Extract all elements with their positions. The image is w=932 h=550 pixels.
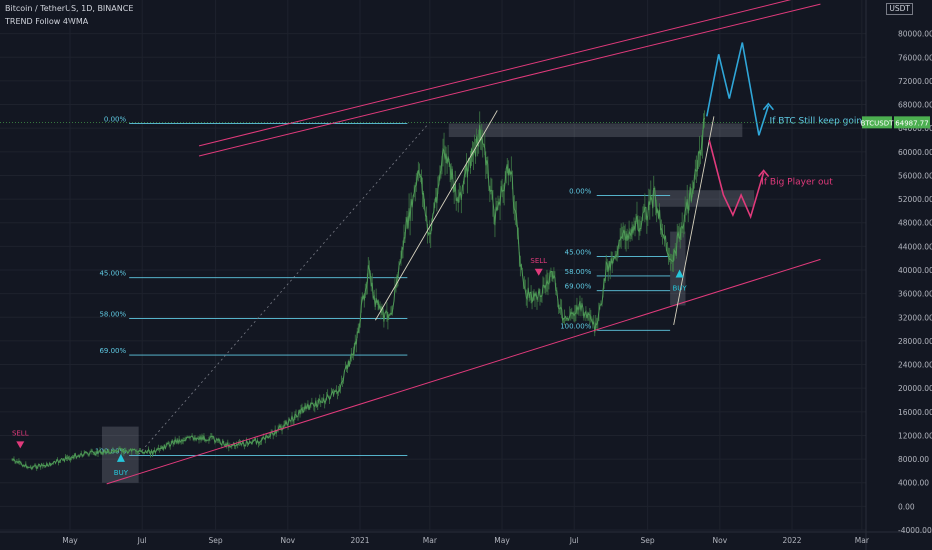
fib-level-label: 100.00% — [560, 322, 591, 330]
bear-projection — [708, 139, 765, 220]
buy-label: BUY — [672, 285, 687, 293]
highlight-box — [101, 426, 139, 483]
symbol-tag-bg — [862, 116, 892, 129]
buy-marker — [116, 453, 125, 462]
price-line — [11, 117, 705, 470]
fib-level-label: 45.00% — [565, 248, 592, 256]
y-tick-label: 64000.00 — [898, 124, 932, 133]
x-tick-label: 2021 — [350, 536, 369, 545]
y-tick-label: 76000.00 — [898, 53, 932, 62]
y-tick-label: 36000.00 — [898, 290, 932, 299]
x-tick-label: Jul — [569, 536, 579, 545]
x-tick-label: Nov — [713, 536, 728, 545]
sell-marker — [534, 268, 543, 276]
highlight-boxes — [101, 123, 755, 483]
buy-label: BUY — [114, 469, 129, 477]
fib-level-label: 0.00% — [569, 188, 592, 196]
highlight-box — [652, 190, 755, 207]
sell-marker — [16, 441, 25, 449]
bull-projection — [706, 42, 770, 136]
channel-line — [198, 3, 821, 157]
x-tick-label: 2022 — [782, 536, 801, 545]
highlight-box — [448, 123, 743, 138]
y-tick-label: 48000.00 — [898, 219, 932, 228]
channel-line — [106, 258, 821, 485]
y-tick-label: 16000.00 — [898, 408, 932, 417]
y-tick-label: 52000.00 — [898, 195, 932, 204]
fib-level-label: 45.00% — [99, 270, 126, 278]
price-tag-bg — [894, 116, 930, 129]
fib-level-label: 58.00% — [565, 268, 592, 276]
fibonacci-levels: 0.00% 45.00% 58.00% 69.00% 100.00% 0.00% 45.00… — [95, 115, 671, 456]
fib-level-label: 58.00% — [99, 310, 126, 318]
x-tick-label: Nov — [280, 536, 295, 545]
y-tick-label: -4000.00 — [898, 526, 932, 535]
y-tick-label: 8000.00 — [898, 455, 929, 464]
x-tick-label: Jul — [137, 536, 147, 545]
fib-level-label: 100.00% — [95, 448, 126, 456]
y-tick-label: 80000.00 — [898, 30, 932, 39]
y-tick-label: 12000.00 — [898, 431, 932, 440]
projection-arrowhead — [758, 169, 770, 178]
trend-lines — [106, 0, 821, 485]
trend-line — [673, 116, 715, 326]
y-tick-label: 68000.00 — [898, 101, 932, 110]
y-tick-label: 28000.00 — [898, 337, 932, 346]
y-tick-label: 0.00 — [898, 502, 915, 511]
y-tick-label: 60000.00 — [898, 148, 932, 157]
y-tick-label: 4000.00 — [898, 479, 929, 488]
y-tick-label: 72000.00 — [898, 77, 932, 86]
price-tag: 64987.77 — [895, 119, 928, 127]
fib-level-label: 0.00% — [104, 115, 127, 123]
projection-paths: If BTC Still keep going If Big Player out — [706, 42, 868, 220]
y-tick-label: 20000.00 — [898, 384, 932, 393]
x-tick-label: May — [494, 536, 510, 545]
sell-label: SELL — [12, 429, 29, 437]
y-tick-label: 32000.00 — [898, 313, 932, 322]
x-tick-label: May — [62, 536, 78, 545]
y-tick-label: 44000.00 — [898, 242, 932, 251]
trend-line — [374, 110, 498, 321]
x-tick-label: Sep — [641, 536, 655, 545]
signal-markers: SELL BUY SELL BUY — [12, 257, 687, 477]
x-tick-label: Sep — [209, 536, 223, 545]
currency-badge[interactable]: USDT — [886, 3, 913, 15]
price-tags: BTCUSDT 64987.77 — [0, 116, 930, 129]
fib-level-label: 69.00% — [99, 347, 126, 355]
fib-level-label: 69.00% — [565, 283, 592, 291]
annotation-bull: If BTC Still keep going — [770, 116, 868, 126]
annotation-bear: If Big Player out — [761, 177, 833, 187]
projection-arrowhead — [762, 102, 774, 111]
y-tick-label: 24000.00 — [898, 361, 932, 370]
y-tick-label: 56000.00 — [898, 171, 932, 180]
indicator-label: TREND Follow 4WMA — [5, 17, 89, 26]
x-tick-label: Mar — [855, 536, 870, 545]
chart-title: Bitcoin / TetherUS, 1D, BINANCE — [5, 4, 134, 13]
x-tick-label: Mar — [423, 536, 438, 545]
time-axis: May Jul Sep Nov 2021 Mar May Jul Sep Nov 2022 Mar — [62, 536, 870, 545]
price-axis: 80000.00 76000.00 72000.00 68000.00 64000.00… — [898, 30, 932, 535]
sell-label: SELL — [530, 257, 547, 265]
symbol-tag: BTCUSDT — [861, 119, 895, 127]
price-series — [11, 110, 705, 471]
channel-line — [198, 0, 792, 147]
buy-marker — [675, 269, 684, 278]
y-tick-label: 40000.00 — [898, 266, 932, 275]
projection-dashed-line — [138, 123, 429, 455]
